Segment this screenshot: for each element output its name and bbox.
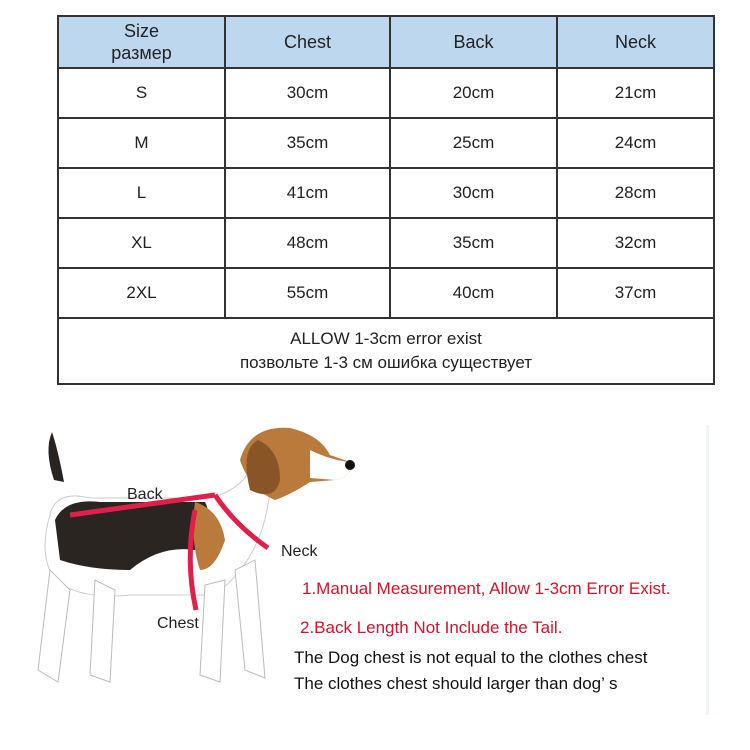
cell-size: 2XL (57, 267, 226, 319)
error-note-ru: позвольте 1-3 см ошибка существует (239, 353, 533, 372)
cell-neck: 21cm (556, 67, 715, 119)
note-chest-larger: The clothes chest should larger than dog… (294, 674, 618, 693)
note-back-length: 2.Back Length Not Include the Tail. (300, 618, 563, 637)
header-back: Back (389, 15, 558, 69)
cell-size: XL (57, 217, 226, 269)
table-header-row: Size размер Chest Back Neck (57, 15, 715, 69)
table-footer-row: ALLOW 1-3cm error exist позвольте 1-3 см … (57, 317, 715, 385)
cell-back: 40cm (389, 267, 558, 319)
header-chest: Chest (224, 15, 391, 69)
cell-chest: 30cm (224, 67, 391, 119)
header-size-ru: размер (111, 43, 172, 63)
error-note-en: ALLOW 1-3cm error exist (290, 329, 482, 348)
cell-back: 35cm (389, 217, 558, 269)
table-row: M 35cm 25cm 24cm (57, 117, 715, 169)
header-size: Size размер (57, 15, 226, 69)
cell-size: L (57, 167, 226, 219)
cell-neck: 32cm (556, 217, 715, 269)
chest-label: Chest (157, 615, 199, 632)
table-row: S 30cm 20cm 21cm (57, 67, 715, 119)
divider (706, 425, 709, 715)
back-label: Back (127, 486, 163, 503)
header-neck: Neck (556, 15, 715, 69)
header-size-en: Size (123, 21, 159, 41)
cell-back: 30cm (389, 167, 558, 219)
cell-chest: 55cm (224, 267, 391, 319)
cell-size: M (57, 117, 226, 169)
neck-label: Neck (281, 543, 318, 560)
size-chart-table: Size размер Chest Back Neck S 30cm 20cm 2… (57, 15, 715, 385)
table-row: L 41cm 30cm 28cm (57, 167, 715, 219)
error-note: ALLOW 1-3cm error exist позвольте 1-3 см … (57, 317, 715, 385)
cell-neck: 28cm (556, 167, 715, 219)
cell-neck: 24cm (556, 117, 715, 169)
note-manual-measurement: 1.Manual Measurement, Allow 1-3cm Error … (302, 579, 671, 598)
cell-chest: 35cm (224, 117, 391, 169)
dog-measurement-illustration (37, 427, 355, 683)
cell-chest: 41cm (224, 167, 391, 219)
cell-back: 25cm (389, 117, 558, 169)
cell-chest: 48cm (224, 217, 391, 269)
table-row: 2XL 55cm 40cm 37cm (57, 267, 715, 319)
note-chest-not-equal: The Dog chest is not equal to the clothe… (294, 648, 648, 667)
cell-neck: 37cm (556, 267, 715, 319)
table-row: XL 48cm 35cm 32cm (57, 217, 715, 269)
cell-back: 20cm (389, 67, 558, 119)
cell-size: S (57, 67, 226, 119)
